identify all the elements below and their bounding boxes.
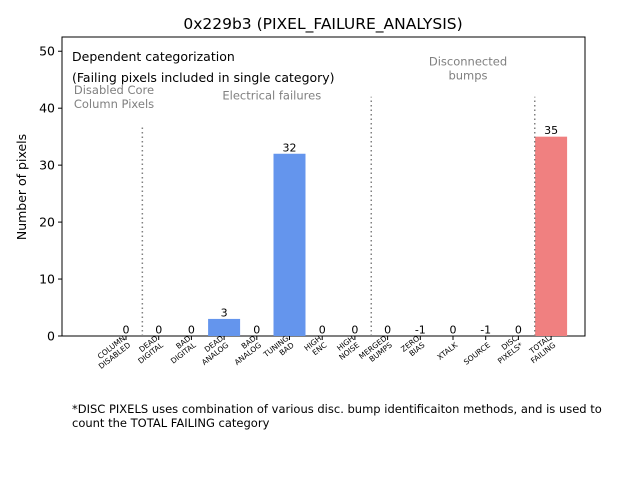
y-tick-label: 0 (47, 329, 55, 344)
bar-value-label: 0 (155, 324, 162, 337)
bar (535, 136, 568, 336)
x-tick-label: BADANALOG (227, 334, 263, 367)
bar-value-label: 3 (221, 306, 228, 319)
group-label-line: Disabled Core (74, 83, 154, 97)
y-tick-label: 20 (39, 215, 55, 230)
annotation-line-2: (Failing pixels included in single categ… (72, 70, 335, 85)
chart-title: 0x229b3 (PIXEL_FAILURE_ANALYSIS) (183, 15, 462, 34)
y-axis-label: Number of pixels (14, 134, 29, 240)
x-tick-label: TUNINGBAD (261, 334, 296, 367)
bar-value-label: 0 (351, 324, 358, 337)
x-tick-label: TOTALFAILING (524, 333, 558, 365)
y-tick-label: 30 (39, 158, 55, 173)
x-tick-label: HIGHNOISE (332, 334, 361, 362)
bar-value-label: 0 (319, 324, 326, 337)
group-label-line: Disconnected (429, 54, 507, 68)
footnote: *DISC PIXELS uses combination of various… (72, 402, 602, 430)
bar-value-label: 0 (123, 324, 130, 337)
y-tick-label: 10 (39, 272, 55, 287)
x-tick-label: HIGHENC (302, 334, 328, 360)
y-tick-label: 50 (39, 44, 55, 59)
x-tick-label: DISCPIXELS* (491, 334, 525, 366)
plot-frame (61, 36, 586, 337)
x-tick-label: XTALK (435, 340, 460, 362)
x-tick-label: BADDIGITAL (164, 333, 199, 365)
x-tick-label-line: SOURCE (462, 340, 492, 366)
group-label: Electrical failures (222, 89, 321, 103)
bar (208, 318, 241, 336)
group-label: Disconnected bumps (429, 54, 507, 82)
annotation-line-1: Dependent categorization (72, 49, 235, 64)
group-label-line: bumps (448, 68, 487, 82)
x-tick-label: SOURCE (462, 340, 492, 366)
x-tick-label: DEADANALOG (195, 334, 231, 367)
bar-value-label: 0 (253, 324, 260, 337)
bar-value-label: 32 (283, 141, 297, 154)
bar (273, 153, 306, 336)
bar-value-label: 0 (384, 324, 391, 337)
bar-value-label: 0 (515, 324, 522, 337)
bar-value-label: 0 (188, 324, 195, 337)
y-tick-label: 40 (39, 101, 55, 116)
bar-value-label: 0 (450, 324, 457, 337)
pixel-failure-chart: 0x229b3 (PIXEL_FAILURE_ANALYSIS) Number … (14, 15, 586, 371)
bar-value-label: -1 (415, 324, 426, 337)
x-tick-label-line: XTALK (435, 340, 460, 362)
x-tick-label: DEADDIGITAL (131, 333, 166, 365)
x-tick-label: MERGEDBUMPS (357, 334, 394, 368)
x-tick-label: ZEROBIAS (399, 334, 427, 361)
group-label: Disabled Core Column Pixels (74, 83, 154, 111)
bar-value-label: -1 (480, 324, 491, 337)
group-label-line: Electrical failures (222, 89, 321, 103)
group-label-line: Column Pixels (74, 97, 154, 111)
bar-value-label: 35 (544, 124, 558, 137)
